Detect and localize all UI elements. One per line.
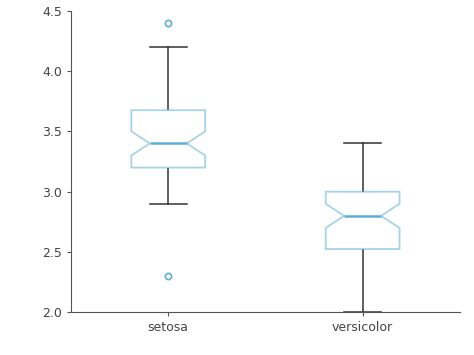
Bar bbox=[131, 156, 205, 168]
Bar bbox=[326, 192, 400, 203]
Bar bbox=[326, 229, 400, 249]
Bar bbox=[131, 110, 205, 131]
